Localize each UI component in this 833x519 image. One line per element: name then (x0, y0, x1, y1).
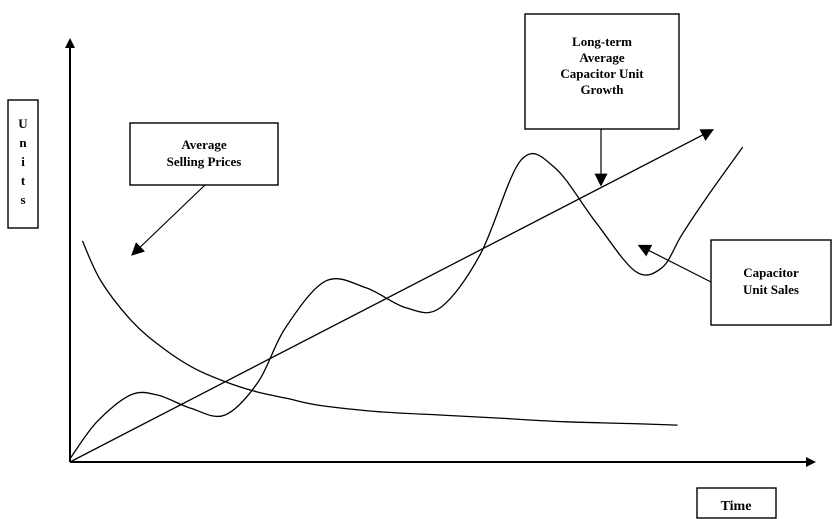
x-axis-label: Time (721, 499, 752, 514)
annotation-average-selling-prices: Average Selling Prices (129, 122, 279, 256)
series-average-selling-prices-line (81, 240, 678, 426)
annotation-line: Unit Sales (743, 282, 799, 297)
x-axis-label-box (696, 487, 777, 519)
annotation-line: Long-term (572, 34, 632, 49)
annotation-text: Average Selling Prices (167, 137, 242, 169)
annotation-text: Capacitor Unit Sales (743, 265, 799, 297)
annotation-line: s (20, 192, 25, 207)
annotation-arrow (131, 184, 206, 256)
annotation-line: t (21, 173, 26, 188)
annotation-line: U (18, 116, 28, 131)
annotation-arrow (637, 244, 712, 283)
annotation-line: i (21, 154, 25, 169)
annotation-line: Average (181, 137, 226, 152)
annotation-line: Capacitor Unit (560, 66, 644, 81)
annotation-line: Average (579, 50, 624, 65)
annotation-line: Selling Prices (167, 154, 242, 169)
annotation-box (129, 122, 279, 186)
annotation-box (710, 239, 832, 326)
annotation-long-term-growth: Long-term Average Capacitor Unit Growth (524, 13, 680, 187)
annotation-line: Growth (580, 82, 624, 97)
annotation-text: Long-term Average Capacitor Unit Growth (560, 34, 644, 97)
y-axis-label-box (7, 99, 39, 229)
annotation-capacitor-unit-sales: Capacitor Unit Sales (637, 239, 832, 326)
series-capacitor-unit-sales-line (69, 146, 744, 459)
annotation-line: Capacitor (743, 265, 799, 280)
annotation-box (524, 13, 680, 130)
annotation-line: n (19, 135, 27, 150)
